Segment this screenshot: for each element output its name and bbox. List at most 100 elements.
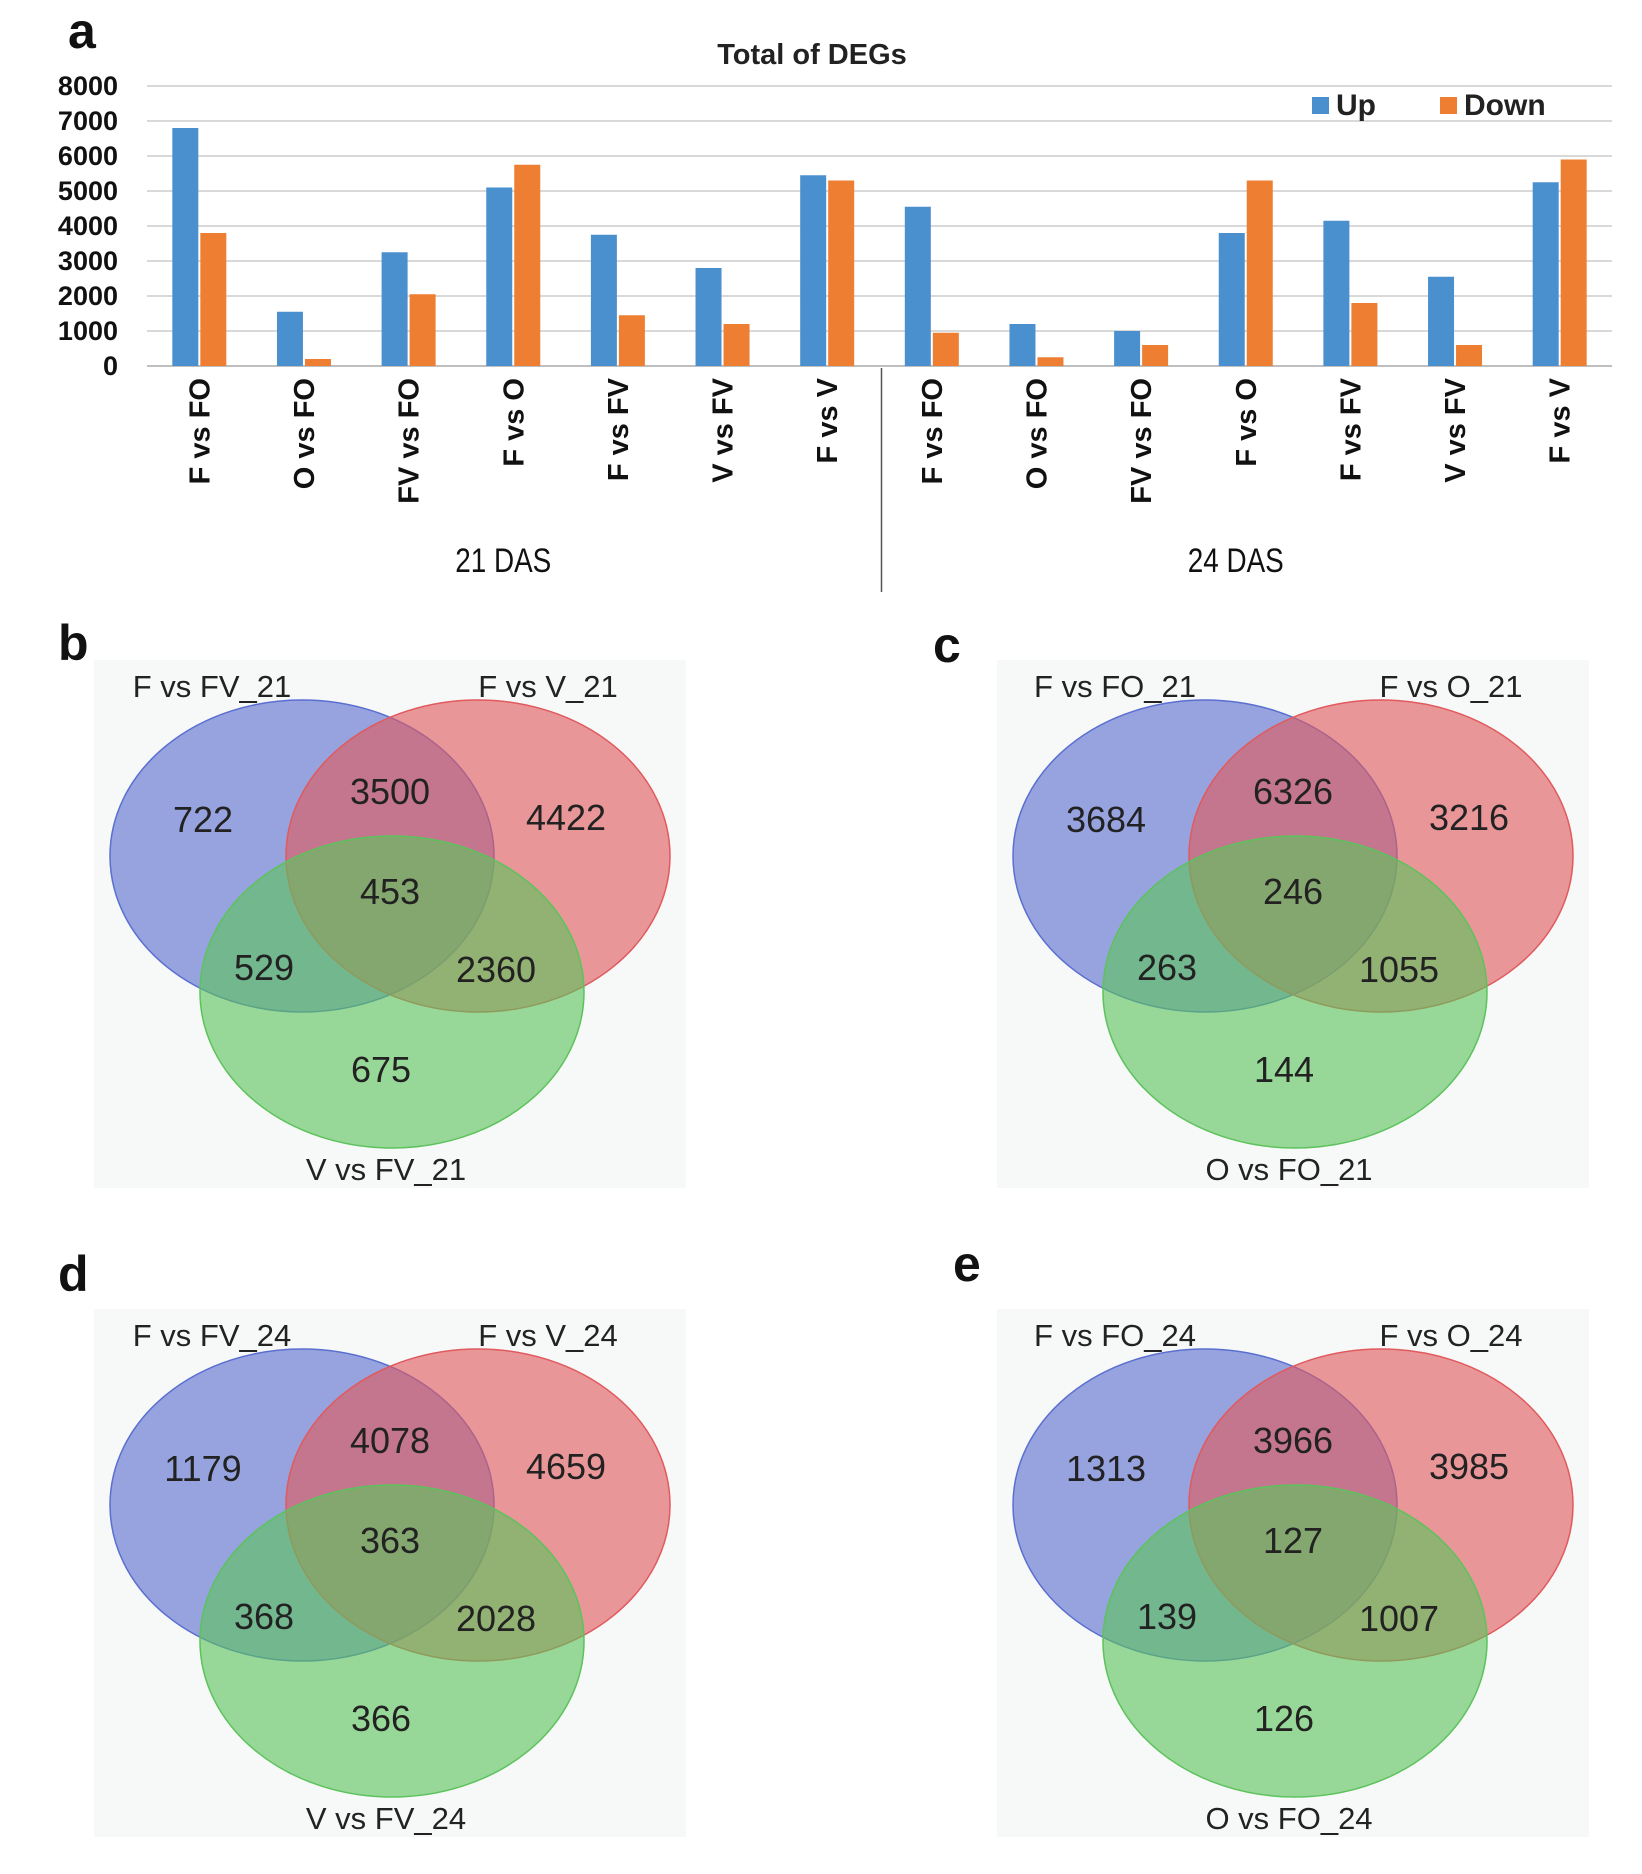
x-tick-label: V vs FV [1440,377,1472,482]
venn-set-label-2: F vs V_21 [478,669,618,704]
bar-up-9 [1114,331,1141,366]
venn-panel-b: b F vs FV_21 F vs V_21 V vs FV_21 722 4422 675… [58,615,686,1188]
x-tick-label: F vs O [498,378,530,467]
venn-set-label-1: F vs FO_24 [1034,1318,1196,1353]
venn-set-circle-3 [199,835,585,1149]
bar-up-10 [1218,233,1245,366]
x-tick-label: F vs FO [917,378,949,484]
venn-count-ab: 4078 [350,1420,430,1461]
venn-count-abc: 363 [360,1520,420,1561]
bar-down-1 [304,359,331,366]
x-tick-label: F vs V [1545,377,1577,463]
bar-up-13 [1532,182,1559,366]
bar-down-11 [1351,303,1378,366]
venn-set-label-3: V vs FV_24 [306,1801,466,1836]
venn-set-circle-3 [1102,835,1488,1149]
venn-count-ab: 3500 [350,771,430,812]
venn-count-bc: 1007 [1359,1598,1439,1639]
x-tick-label: F vs FV [603,377,635,481]
venn-count-c-only: 144 [1254,1049,1314,1090]
venn-set-label-1: F vs FV_24 [133,1318,292,1353]
venn-set-label-2: F vs V_24 [478,1318,618,1353]
bar-up-2 [381,252,408,366]
bar-down-13 [1560,159,1587,366]
x-tick-label: FV vs FO [394,378,426,504]
y-tick-label: 1000 [58,316,118,346]
y-tick-label: 6000 [58,141,118,171]
bar-down-8 [1037,357,1064,366]
x-tick-label: FV vs FO [1126,378,1158,504]
bar-up-6 [800,175,827,366]
x-tick-label: F vs FO [184,378,216,484]
venn-set-label-1: F vs FV_21 [133,669,292,704]
venn-count-a-only: 1179 [164,1448,241,1489]
legend-label-up: Up [1336,89,1376,122]
venn-count-ac: 529 [234,947,294,988]
y-tick-label: 5000 [58,176,118,206]
venn-count-bc: 2028 [456,1598,536,1639]
venn-count-abc: 246 [1263,871,1323,912]
venn-count-b-only: 3216 [1429,797,1509,838]
bar-down-10 [1246,180,1273,366]
venn-count-c-only: 366 [351,1698,411,1739]
group-label: 24 DAS [1188,541,1284,579]
y-tick-label: 2000 [58,281,118,311]
bar-up-7 [904,206,931,366]
venn-count-ab: 6326 [1253,771,1333,812]
venn-set-label-2: F vs O_21 [1380,669,1523,704]
venn-count-ac: 139 [1137,1596,1197,1637]
bar-down-2 [409,294,436,366]
venn-panel-d: d F vs FV_24 F vs V_24 V vs FV_24 1179 4659 36… [58,1246,686,1837]
bar-up-4 [590,234,617,366]
y-tick-label: 3000 [58,246,118,276]
x-tick-label: V vs FV [708,377,740,482]
bar-up-3 [486,187,513,366]
bar-up-8 [1009,324,1036,366]
legend-swatch-up [1312,97,1329,114]
venn-count-abc: 453 [360,871,420,912]
panel-letter-d: d [58,1246,89,1302]
venn-count-c-only: 126 [1254,1698,1314,1739]
bar-up-1 [276,311,303,366]
panel-letter-a: a [68,3,97,59]
venn-count-a-only: 1313 [1066,1448,1146,1489]
venn-panel-c: c F vs FO_21 F vs O_21 O vs FO_21 3684 3216 14… [933,617,1589,1188]
bar-down-4 [618,315,645,366]
panel-letter-b: b [58,615,89,671]
y-tick-label: 7000 [58,106,118,136]
venn-count-ab: 3966 [1253,1420,1333,1461]
bar-up-0 [172,128,199,366]
venn-set-label-2: F vs O_24 [1380,1318,1523,1353]
x-tick-label: F vs O [1231,378,1263,467]
x-tick-label: F vs V [812,377,844,463]
bar-up-11 [1323,220,1350,366]
bar-up-12 [1428,276,1455,366]
panel-letter-e: e [953,1236,981,1292]
venn-count-bc: 1055 [1359,949,1439,990]
venn-count-bc: 2360 [456,949,536,990]
venn-set-circle-3 [199,1484,585,1798]
venn-set-label-3: O vs FO_21 [1205,1152,1372,1187]
venn-count-b-only: 4422 [526,797,606,838]
bar-down-12 [1456,345,1483,366]
bar-down-3 [514,164,541,366]
venn-count-ac: 263 [1137,947,1197,988]
venn-count-b-only: 3985 [1429,1446,1509,1487]
bar-down-9 [1142,345,1169,366]
venn-panel-e: e F vs FO_24 F vs O_24 O vs FO_24 1313 3985 12… [953,1236,1589,1837]
bar-up-5 [695,268,722,366]
venn-count-c-only: 675 [351,1049,411,1090]
x-tick-label: O vs FO [289,378,321,489]
bar-down-0 [200,233,227,366]
bar-down-5 [723,324,750,366]
venn-set-circle-3 [1102,1484,1488,1798]
y-tick-label: 4000 [58,211,118,241]
venn-count-a-only: 722 [173,799,233,840]
x-tick-label: F vs FV [1335,377,1367,481]
venn-set-label-3: O vs FO_24 [1205,1801,1372,1836]
y-tick-label: 0 [103,351,118,381]
venn-count-b-only: 4659 [526,1446,606,1487]
venn-set-label-3: V vs FV_21 [306,1152,466,1187]
venn-set-label-1: F vs FO_21 [1034,669,1196,704]
